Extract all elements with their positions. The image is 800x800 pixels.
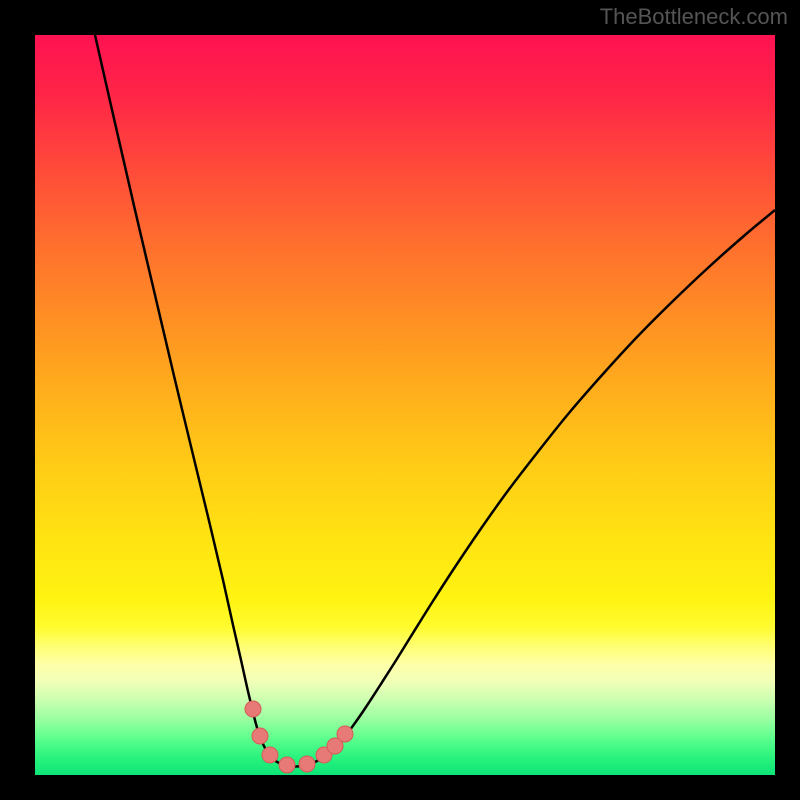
- plot-area: [35, 35, 775, 775]
- curve-marker: [245, 701, 261, 717]
- watermark-text: TheBottleneck.com: [600, 4, 788, 30]
- curve-marker: [337, 726, 353, 742]
- curve-marker: [252, 728, 268, 744]
- curve-line: [95, 35, 775, 767]
- bottleneck-curve: [35, 35, 775, 775]
- curve-marker: [279, 757, 295, 773]
- curve-markers: [245, 701, 353, 773]
- curve-marker: [262, 747, 278, 763]
- curve-marker: [299, 756, 315, 772]
